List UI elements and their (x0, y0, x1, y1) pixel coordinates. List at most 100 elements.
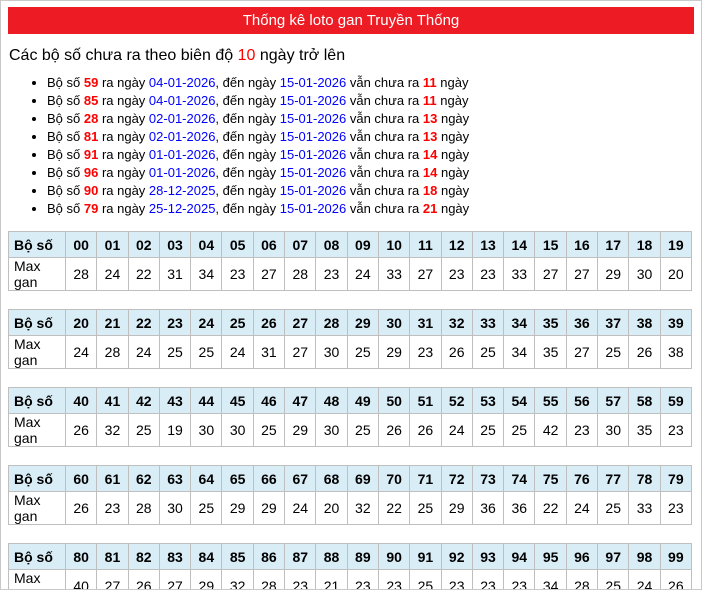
gan-label: vẫn chưa ra (346, 183, 423, 198)
max-gan-cell: 25 (597, 335, 630, 369)
bo-so-cell: 79 (659, 465, 693, 492)
gan-number: 85 (83, 93, 99, 108)
gan-list-item: Bộ số 59 ra ngày 04-01-2026, đến ngày 15… (47, 74, 701, 92)
gan-from-date: 04-01-2026 (148, 93, 216, 108)
gan-list-item: Bộ số 90 ra ngày 28-12-2025, đến ngày 15… (47, 182, 701, 200)
gan-label: ra ngày (98, 129, 149, 144)
max-gan-cell: 22 (127, 257, 160, 291)
bo-so-cell: 96 (565, 543, 599, 570)
subtitle-suffix: ngày trở lên (255, 47, 346, 64)
max-gan-cell: 26 (628, 335, 661, 369)
gan-from-date: 28-12-2025 (148, 183, 216, 198)
max-gan-cell: 29 (221, 491, 254, 525)
bo-so-cell: 59 (659, 387, 693, 414)
bo-so-cell: 46 (252, 387, 286, 414)
max-gan-cell: 24 (346, 257, 379, 291)
bo-so-row: Bộ số 60 61 62 63 64 65 66 67 68 69 70 71 72 73 74 75 76 7… (8, 465, 693, 492)
max-gan-cell: 27 (158, 569, 192, 589)
bo-so-cell: 38 (628, 309, 661, 336)
bo-so-cell: 55 (534, 387, 567, 414)
gan-label: ngày (436, 75, 469, 90)
row-value-label: Max gan (8, 413, 66, 447)
max-gan-cell: 27 (96, 569, 129, 589)
max-gan-cell: 21 (315, 569, 348, 589)
max-gan-cell: 25 (190, 491, 223, 525)
bo-so-cell: 25 (221, 309, 254, 336)
max-gan-table: Bộ số 00 01 02 03 04 05 06 07 08 09 10 11 12 13 14 15 16 1… (8, 231, 693, 291)
bo-so-cell: 91 (409, 543, 442, 570)
max-gan-cell: 23 (565, 413, 599, 447)
max-gan-cell: 23 (221, 257, 254, 291)
gan-label: vẫn chưa ra (346, 165, 423, 180)
bo-so-cell: 50 (377, 387, 411, 414)
gan-label: , đến ngày (215, 165, 280, 180)
bo-so-cell: 93 (471, 543, 505, 570)
row-header-label: Bộ số (8, 387, 66, 414)
max-gan-cell: 22 (534, 491, 567, 525)
bo-so-cell: 52 (440, 387, 473, 414)
gan-label: ngày (437, 147, 470, 162)
gan-days: 11 (422, 75, 437, 90)
gan-from-date: 25-12-2025 (148, 201, 216, 216)
bo-so-cell: 86 (252, 543, 286, 570)
gan-number: 90 (83, 183, 99, 198)
max-gan-table: Bộ số 60 61 62 63 64 65 66 67 68 69 70 71 72 73 74 75 76 7… (8, 465, 693, 525)
max-gan-cell: 34 (534, 569, 567, 589)
gan-days: 14 (422, 147, 438, 162)
gan-days: 18 (422, 183, 438, 198)
max-gan-table: Bộ số 20 21 22 23 24 25 26 27 28 29 30 31 32 33 34 35 36 3… (8, 309, 693, 369)
max-gan-cell: 38 (659, 335, 693, 369)
bo-so-cell: 97 (597, 543, 630, 570)
gan-to-date: 15-01-2026 (279, 129, 347, 144)
gan-label: ngày (437, 165, 470, 180)
max-gan-cell: 27 (565, 335, 599, 369)
max-gan-cell: 33 (628, 491, 661, 525)
bo-so-cell: 76 (565, 465, 599, 492)
bo-so-cell: 30 (377, 309, 411, 336)
max-gan-cell: 23 (440, 257, 473, 291)
max-gan-cell: 33 (503, 257, 536, 291)
max-gan-cell: 24 (96, 257, 129, 291)
bo-so-cell: 70 (377, 465, 411, 492)
bo-so-cell: 42 (127, 387, 160, 414)
bo-so-cell: 31 (409, 309, 442, 336)
max-gan-cell: 25 (158, 335, 192, 369)
bo-so-cell: 12 (440, 231, 473, 258)
max-gan-cell: 33 (377, 257, 411, 291)
max-gan-cell: 25 (409, 569, 442, 589)
gan-number: 81 (83, 129, 99, 144)
gan-label: vẫn chưa ra (346, 111, 423, 126)
max-gan-cell: 23 (503, 569, 536, 589)
gan-number: 79 (83, 201, 99, 216)
bo-so-cell: 27 (284, 309, 317, 336)
bo-so-row: Bộ số 20 21 22 23 24 25 26 27 28 29 30 31 32 33 34 35 36 3… (8, 309, 693, 336)
max-gan-cell: 29 (440, 491, 473, 525)
bo-so-row: Bộ số 80 81 82 83 84 85 86 87 88 89 90 91 92 93 94 95 96 9… (8, 543, 693, 570)
max-gan-table: Bộ số 40 41 42 43 44 45 46 47 48 49 50 51 52 53 54 55 56 5… (8, 387, 693, 447)
bo-so-cell: 53 (471, 387, 505, 414)
bo-so-cell: 81 (96, 543, 129, 570)
max-gan-cell: 19 (158, 413, 192, 447)
bo-so-cell: 48 (315, 387, 348, 414)
max-gan-cell: 36 (471, 491, 505, 525)
bo-so-cell: 16 (565, 231, 599, 258)
bo-so-cell: 71 (409, 465, 442, 492)
max-gan-cell: 28 (127, 491, 160, 525)
gan-label: ra ngày (98, 183, 149, 198)
max-gan-cell: 27 (534, 257, 567, 291)
max-gan-cell: 34 (503, 335, 536, 369)
bo-so-cell: 82 (127, 543, 160, 570)
gan-days: 11 (422, 93, 437, 108)
bo-so-cell: 35 (534, 309, 567, 336)
bo-so-cell: 44 (190, 387, 223, 414)
max-gan-cell: 35 (628, 413, 661, 447)
bo-so-cell: 58 (628, 387, 661, 414)
max-gan-cell: 25 (127, 413, 160, 447)
bo-so-cell: 37 (597, 309, 630, 336)
max-gan-cell: 25 (346, 413, 379, 447)
row-header-label: Bộ số (8, 465, 66, 492)
max-gan-cell: 30 (221, 413, 254, 447)
gan-list-item: Bộ số 81 ra ngày 02-01-2026, đến ngày 15… (47, 128, 701, 146)
bo-so-cell: 49 (346, 387, 379, 414)
bo-so-cell: 85 (221, 543, 254, 570)
